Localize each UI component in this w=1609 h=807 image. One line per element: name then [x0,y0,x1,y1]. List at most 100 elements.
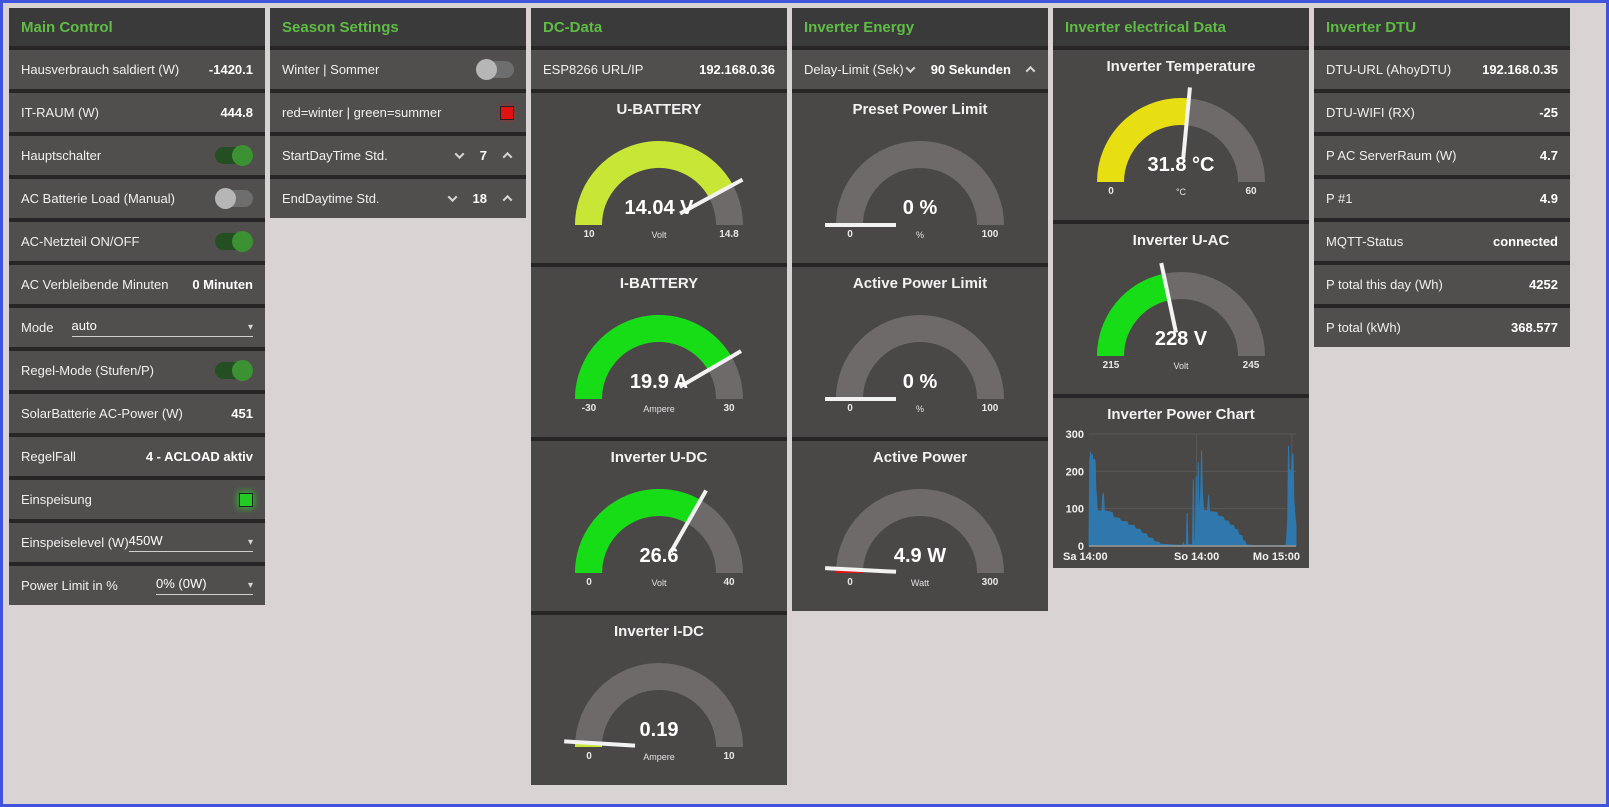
row-regelfall: RegelFall 4 - ACLOAD aktiv [9,437,265,476]
regel-mode-toggle[interactable] [215,360,253,381]
gauge-max: 245 [1242,360,1260,371]
einspeiselevel-select[interactable]: 450W ▾ [128,533,253,552]
enddaytime-decrease-button[interactable] [446,192,460,206]
card-title: Inverter Energy [804,18,915,36]
gauge-unit: Ampere [643,404,675,414]
delay-limit-decrease-button[interactable] [904,63,918,77]
chevron-down-icon [447,192,458,203]
row-ac-batterie-load: AC Batterie Load (Manual) [9,179,265,218]
gauge-unit: % [915,404,924,414]
card-title: Main Control [21,18,113,36]
enddaytime-stepper: 18 [446,191,514,206]
toggle-knob [215,188,236,209]
season-settings-header: Season Settings [270,8,526,46]
power-limit-select[interactable]: 0% (0W) ▾ [156,576,253,595]
inverter-u-dc-gauge-dial [575,489,743,574]
delay-limit-increase-button[interactable] [1024,63,1038,77]
toggle-knob [232,231,253,252]
gauge-max: 40 [723,577,735,588]
row-ac-netzteil: AC-Netzteil ON/OFF [9,222,265,261]
chevron-up-icon [502,151,512,162]
enddaytime-increase-button[interactable] [500,192,514,206]
row-mode: Mode auto ▾ [9,308,265,347]
row-label: P total (kWh) [1326,320,1401,335]
startdaytime-increase-button[interactable] [500,149,514,163]
row-label: Hausverbrauch saldiert (W) [21,62,180,77]
row-label: Mode [21,320,54,335]
row-value: connected [1492,234,1558,249]
row-solarbatterie-ac-power: SolarBatterie AC-Power (W) 451 [9,394,265,433]
gauge-u-battery: U-BATTERY 14.04 V Volt 10 14.8 [531,93,787,263]
gauge-inverter-u-ac: Inverter U-AC 228 V Volt 215 245 [1053,224,1309,394]
gauge-value: 0 % [902,197,938,219]
gauge-max: 60 [1245,186,1257,197]
row-season-indicator: red=winter | green=summer [270,93,526,132]
row-label: RegelFall [21,449,76,464]
row-value: 4.9 [1539,191,1558,206]
ac-batterie-load-toggle[interactable] [215,188,253,209]
row-mqtt-status: MQTT-Status connected [1314,222,1570,261]
gauge-unit: Ampere [643,752,675,762]
row-dtu-wifi: DTU-WIFI (RX) -25 [1314,93,1570,132]
gauge-title: Active Power Limit [852,275,988,292]
row-label: Power Limit in % [21,578,118,593]
gauge-value: 14.04 V [624,197,694,219]
mode-select[interactable]: auto ▾ [71,318,253,337]
gauge-max: 10 [723,751,735,762]
select-value: 0% (0W) [156,576,207,591]
row-value: 0 Minuten [192,277,253,292]
gauge-i-battery: I-BATTERY 19.9 A Ampere -30 30 [531,267,787,437]
power-chart: 0 100 200 300 Sa 14:00 So 14:00 Mo 15:00 [1063,429,1300,563]
gauge-value: 0.19 [639,719,679,741]
row-label: P #1 [1326,191,1353,206]
toggle-knob [476,59,497,80]
preset-power-limit-gauge-dial [825,141,1004,227]
gauge-unit: Volt [1173,361,1189,371]
row-dtu-url: DTU-URL (AhoyDTU) 192.168.0.35 [1314,50,1570,89]
row-esp8266-url: ESP8266 URL/IP 192.168.0.36 [531,50,787,89]
ac-netzteil-toggle[interactable] [215,231,253,252]
row-power-limit: Power Limit in % 0% (0W) ▾ [9,566,265,605]
row-label: Delay-Limit (Sek) [804,62,904,77]
gauge-preset-power-limit: Preset Power Limit 0 % % 0 100 [792,93,1048,263]
row-ac-verbleibende-minuten: AC Verbleibende Minuten 0 Minuten [9,265,265,304]
gauge-title: Inverter U-DC [610,449,708,466]
row-value: 444.8 [220,105,253,120]
row-label: P AC ServerRaum (W) [1326,148,1457,163]
inverter-u-ac-gauge-dial [1097,262,1265,357]
gauge-min: 0 [586,751,592,762]
stepper-value: 18 [472,191,487,206]
row-label: AC-Netzteil ON/OFF [21,234,140,249]
chevron-up-icon [1025,65,1036,76]
chart-title: Inverter Power Chart [1107,406,1255,423]
gauge-max: 14.8 [719,229,739,240]
inverter-dtu-header: Inverter DTU [1314,8,1570,46]
row-p-total-day: P total this day (Wh) 4252 [1314,265,1570,304]
row-p-total: P total (kWh) 368.577 [1314,308,1570,347]
gauge-value: 0 % [902,371,938,393]
gauge-value: 26.6 [639,545,679,567]
gauge-title: I-BATTERY [619,275,699,292]
gauge-unit: Volt [651,578,667,588]
hauptschalter-toggle[interactable] [215,145,253,166]
chevron-down-icon [454,149,465,160]
stepper-value: 7 [479,148,487,163]
startdaytime-stepper: 7 [453,148,514,163]
inverter-i-dc-gauge-dial [564,663,743,748]
row-label: Winter | Sommer [282,62,380,77]
gauge-min: 0 [847,577,853,588]
gauge-max: 100 [981,229,999,240]
row-label: P total this day (Wh) [1326,277,1443,292]
winter-sommer-toggle[interactable] [476,59,514,80]
gauge-inverter-i-dc: Inverter I-DC 0.19 Ampere 0 10 [531,615,787,785]
svg-text:Mo 15:00: Mo 15:00 [1253,551,1300,563]
row-einspeisung: Einspeisung [9,480,265,519]
gauge-min: 0 [586,577,592,588]
row-label: StartDayTime Std. [282,148,388,163]
row-hauptschalter: Hauptschalter [9,136,265,175]
main-control-header: Main Control [9,8,265,46]
startdaytime-decrease-button[interactable] [453,149,467,163]
u-battery-gauge-dial [575,141,744,226]
toggle-knob [232,360,253,381]
row-label: ESP8266 URL/IP [543,62,644,77]
